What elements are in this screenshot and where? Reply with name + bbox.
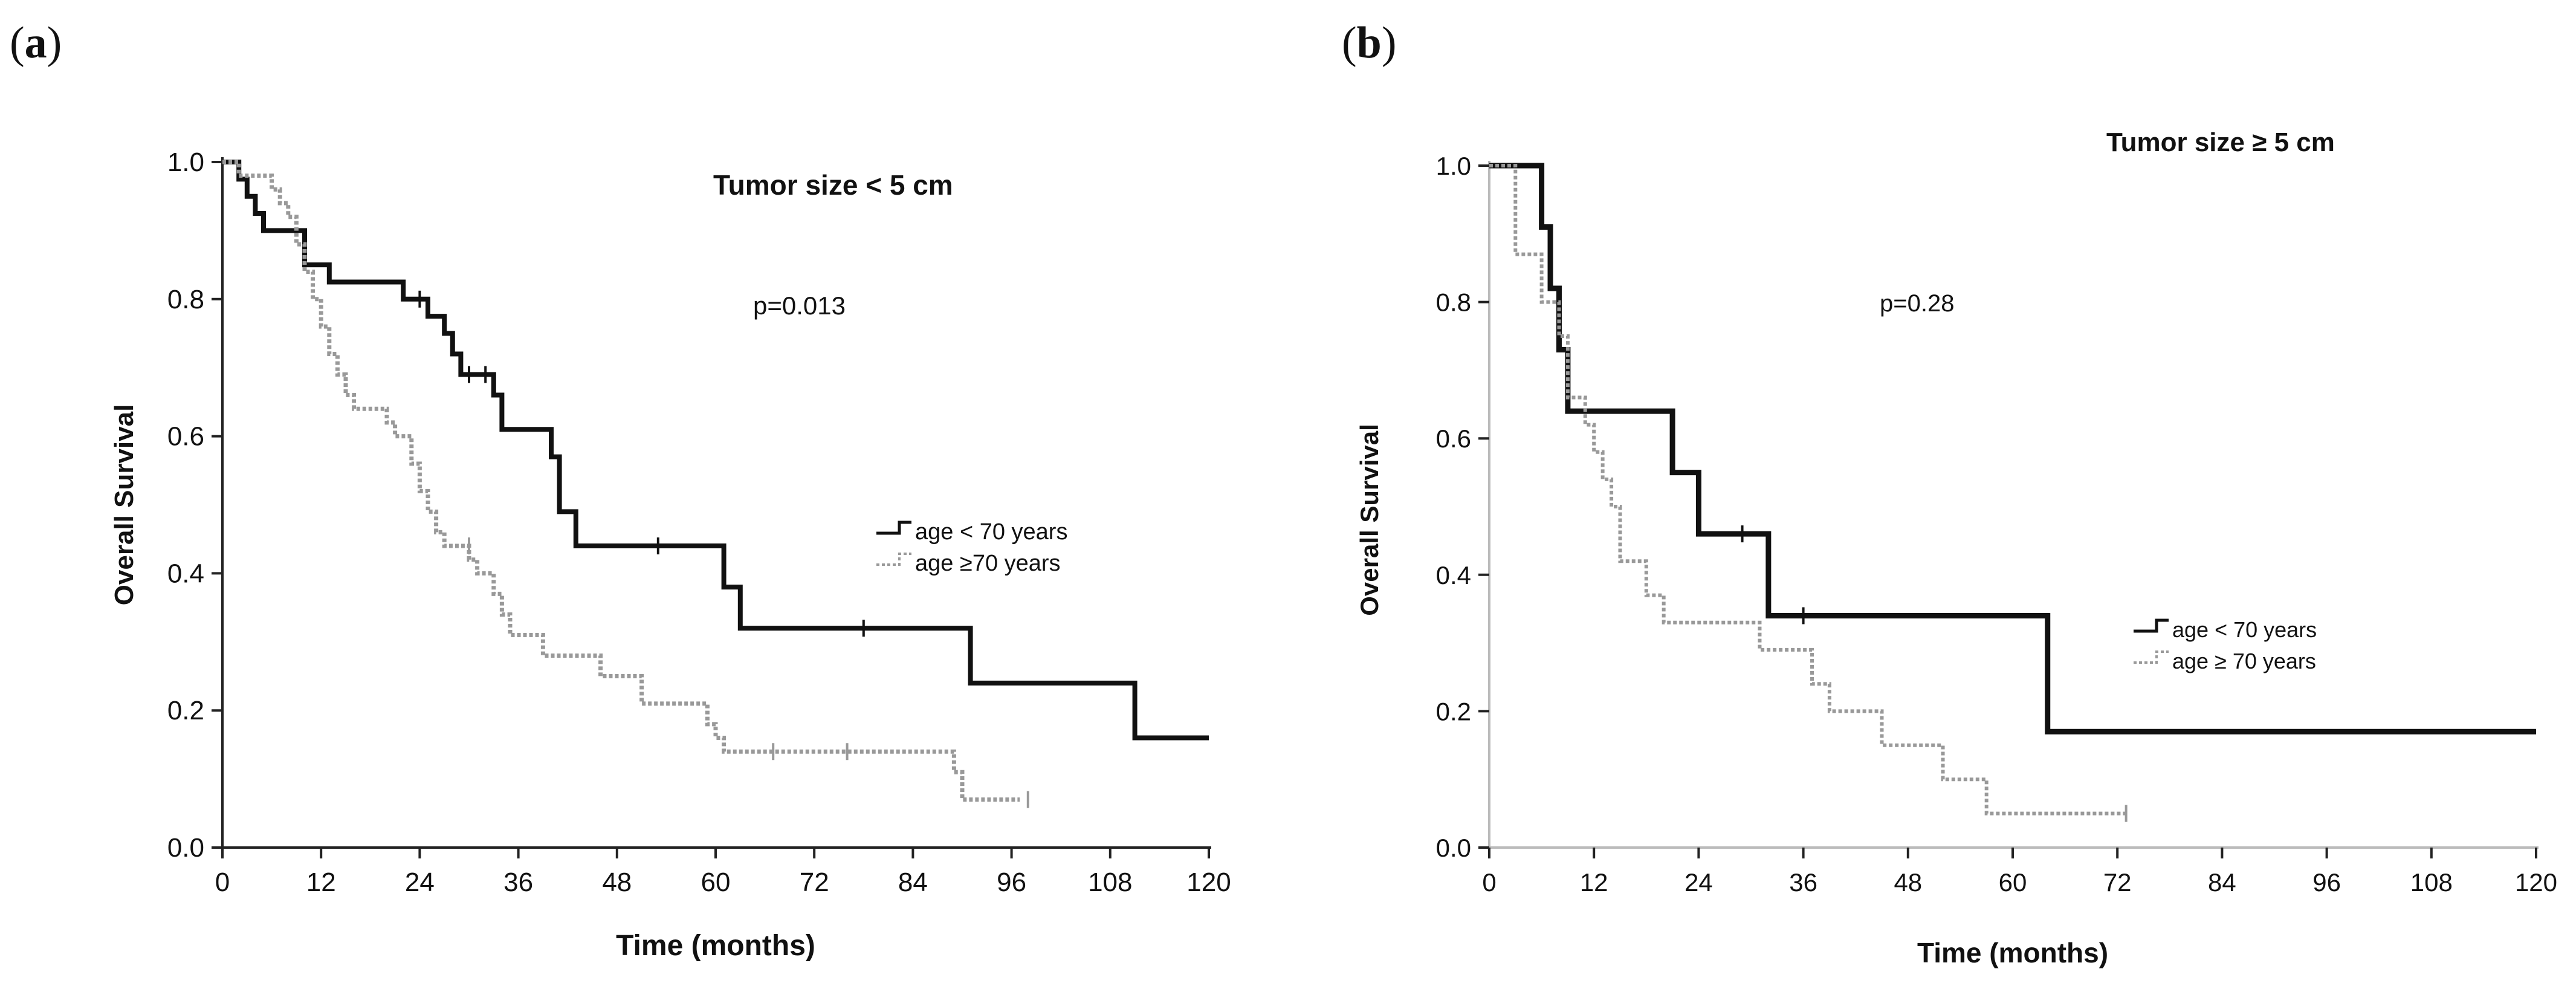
x-tick-label: 48 <box>602 868 632 897</box>
x-tick-label: 60 <box>701 868 731 897</box>
panel-label-b-close: ) <box>1382 18 1397 68</box>
x-tick-label: 12 <box>306 868 336 897</box>
x-tick-label: 84 <box>898 868 928 897</box>
x-axis-label: Time (months) <box>616 930 815 962</box>
x-tick-label: 120 <box>1186 868 1231 897</box>
x-tick-label: 0 <box>215 868 230 897</box>
x-tick-label: 72 <box>800 868 829 897</box>
y-tick-label: 1.0 <box>167 148 204 177</box>
series-line-age-70-plus <box>1489 164 2126 816</box>
x-tick-label: 96 <box>2312 868 2341 897</box>
legend-swatch <box>2134 650 2169 664</box>
y-tick-label: 0.4 <box>167 559 204 588</box>
x-axis-label: Time (months) <box>1917 937 2108 968</box>
legend-label: age < 70 years <box>915 519 1067 545</box>
x-tick-label: 60 <box>1999 868 2027 897</box>
chart-panel-b: 0 12 24 36 48 60 72 84 96 108 120 0.0 0.2 0.4 0.6 0.8 1.… <box>1355 128 2557 968</box>
panel-label-b: (b) <box>1342 18 1396 68</box>
legend-label: age ≥70 years <box>915 551 1061 576</box>
y-tick-label: 0.6 <box>167 422 204 452</box>
y-axis-label: Overall Survival <box>109 404 139 606</box>
panel-label-b-letter: b <box>1357 18 1382 68</box>
chart-title: Tumor size < 5 cm <box>713 169 953 201</box>
y-tick-label: 0.2 <box>167 696 204 725</box>
y-axis-label: Overall Survival <box>1355 424 1383 616</box>
chart-title: Tumor size ≥ 5 cm <box>2106 128 2335 157</box>
y-tick-label: 0.4 <box>1436 561 1471 589</box>
series-line-age-70-plus <box>222 160 1020 802</box>
y-tick-label: 1.0 <box>1436 152 1471 180</box>
legend-swatch <box>2134 618 2169 633</box>
x-tick-label: 24 <box>405 868 435 897</box>
p-value-annotation: p=0.28 <box>1880 290 1954 317</box>
y-tick-label: 0.6 <box>1436 424 1471 453</box>
x-tick-label: 0 <box>1482 868 1496 897</box>
x-tick-label: 48 <box>1894 868 1922 897</box>
y-tick-label: 0.0 <box>1436 834 1471 862</box>
x-tick-label: 84 <box>2208 868 2236 897</box>
legend-swatch <box>876 521 911 535</box>
x-tick-label: 108 <box>1088 868 1132 897</box>
x-tick-label: 96 <box>997 868 1026 897</box>
x-tick-label: 108 <box>2410 868 2453 897</box>
panel-label-b-open: ( <box>1342 18 1357 68</box>
y-tick-label: 0.0 <box>167 833 204 863</box>
panel-label-a: (a) <box>10 18 62 68</box>
x-tick-label: 12 <box>1580 868 1608 897</box>
series-line-age-under-70 <box>222 160 1209 741</box>
x-tick-label: 36 <box>503 868 533 897</box>
panel-label-a-open: ( <box>10 18 25 68</box>
x-tick-label: 72 <box>2103 868 2132 897</box>
series-line-age-under-70 <box>1489 163 2536 735</box>
legend-label: age < 70 years <box>2172 617 2317 642</box>
x-tick-label: 120 <box>2515 868 2557 897</box>
legend-swatch <box>876 553 911 566</box>
y-tick-label: 0.8 <box>167 285 204 314</box>
p-value-annotation: p=0.013 <box>753 291 846 320</box>
legend-label: age ≥ 70 years <box>2172 649 2316 673</box>
y-tick-label: 0.8 <box>1436 288 1471 317</box>
panel-label-a-letter: a <box>25 18 47 68</box>
panel-label-a-close: ) <box>47 18 62 68</box>
y-tick-label: 0.2 <box>1436 697 1471 725</box>
chart-panel-a: 0 12 24 36 48 60 72 84 96 108 120 0.0 0.2 0.4 0.6 0.8 1.… <box>109 148 1231 962</box>
x-tick-label: 24 <box>1684 868 1713 897</box>
x-tick-label: 36 <box>1789 868 1817 897</box>
